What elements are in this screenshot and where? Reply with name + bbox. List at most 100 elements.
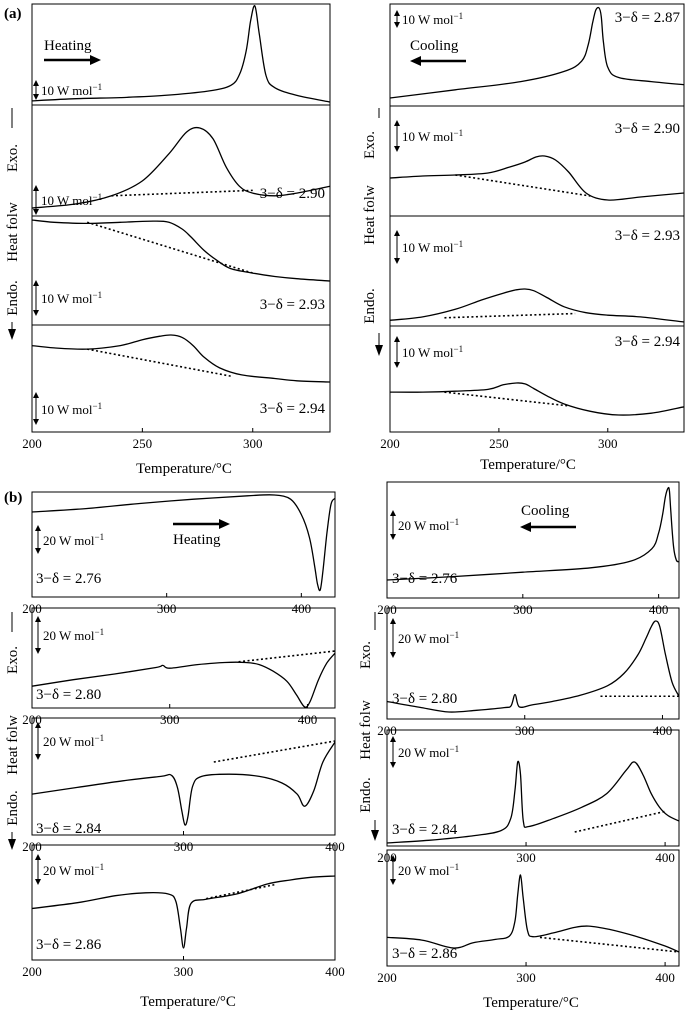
dsc-trace <box>386 486 680 581</box>
b-cooling-subplot-1: 20 W mol−1 3−δ = 2.76 <box>386 481 680 599</box>
exo-endo-axis-arrow-b-left <box>8 612 16 850</box>
scale-bar-arrowhead-up <box>33 185 39 191</box>
scale-bar-arrowhead-down <box>33 419 39 425</box>
x-tick-label: 300 <box>515 723 535 738</box>
cooling-label-b: Cooling <box>521 503 570 519</box>
scale-bar-arrowhead-down <box>390 534 396 540</box>
composition-label: 3−δ = 2.86 <box>392 946 458 962</box>
scale-bar-arrowhead-down <box>33 209 39 215</box>
plot-frame <box>31 491 336 598</box>
dotted-baseline <box>213 740 336 763</box>
scale-bar-label: 20 W mol−1 <box>43 532 104 548</box>
x-tick-label: 300 <box>516 970 536 985</box>
dsc-trace <box>386 760 680 844</box>
dsc-trace <box>386 620 680 713</box>
scale-bar-arrowhead-up <box>390 618 396 624</box>
a-heating-subplot-4: 10 W mol−1 3−δ = 2.94 <box>31 324 331 433</box>
composition-label: 3−δ = 2.94 <box>615 334 681 350</box>
scale-bar-arrowhead-down <box>35 754 41 760</box>
scale-bar-label: 10 W mol−1 <box>41 82 102 98</box>
scale-bar-arrowhead-down <box>35 648 41 654</box>
b-heating-subplot-4: 20 W mol−1 3−δ = 2.86 <box>31 844 336 961</box>
scale-bar-arrowhead-down <box>394 362 400 368</box>
x-tick-label: 300 <box>174 839 194 854</box>
b-cooling-subplot-4: 20 W mol−1 3−δ = 2.86 <box>386 849 680 967</box>
composition-label: 3−δ = 2.87 <box>615 10 681 26</box>
a-cooling-subplot-4: 10 W mol−1 3−δ = 2.94 <box>389 325 685 433</box>
x-tick-label: 200 <box>380 436 400 451</box>
scale-bar-arrowhead-up <box>394 120 400 126</box>
b-cooling-subplot-2: 20 W mol−1 3−δ = 2.80 <box>386 607 680 720</box>
scale-bar-label: 20 W mol−1 <box>398 517 459 533</box>
scale-bar-arrowhead-up <box>33 280 39 286</box>
scale-bar-arrowhead-up <box>390 510 396 516</box>
composition-label: 3−δ = 2.86 <box>36 937 102 953</box>
panel-label-a: (a) <box>4 6 22 22</box>
x-tick-label: 400 <box>653 723 673 738</box>
scale-bar-label: 10 W mol−1 <box>41 192 102 208</box>
scale-bar-arrowhead-down <box>394 258 400 264</box>
composition-label: 3−δ = 2.90 <box>615 121 680 137</box>
x-tick-label: 300 <box>513 602 533 617</box>
heat-flow-label-b-left: Heat folw <box>5 715 21 775</box>
plot-frame <box>386 481 680 599</box>
scale-bar-arrowhead-down <box>394 22 400 28</box>
exo-label-a-left: Exo. <box>5 144 21 172</box>
scale-bar-label: 10 W mol−1 <box>41 401 102 417</box>
dsc-trace <box>31 5 331 103</box>
scale-bar-label: 10 W mol−1 <box>41 290 102 306</box>
xlabel-a-cooling: Temperature/°C <box>480 457 576 473</box>
scale-bar-arrowhead-up <box>35 854 41 860</box>
dotted-baseline <box>444 391 569 407</box>
plot-frame <box>386 729 680 847</box>
composition-label: 3−δ = 2.76 <box>392 571 458 587</box>
heat-flow-label-a-right: Heat folw <box>362 185 378 245</box>
x-tick-label: 400 <box>655 970 675 985</box>
scale-bar-arrowhead-up <box>394 10 400 16</box>
plot-frame <box>386 849 680 967</box>
dotted-baseline <box>455 174 591 197</box>
scale-bar-arrowhead-down <box>35 548 41 554</box>
scale-bar-label: 10 W mol−1 <box>402 239 463 255</box>
xlabel-b-heating: Temperature/°C <box>140 994 236 1010</box>
a-cooling-subplot-3: 10 W mol−1 3−δ = 2.93 <box>389 215 685 327</box>
dsc-trace <box>31 126 331 209</box>
a-heating-subplot-1: 10 W mol−1 <box>31 3 331 106</box>
heating-label-b: Heating <box>173 532 221 548</box>
endo-label-b-left: Endo. <box>5 790 21 825</box>
scale-bar-arrowhead-down <box>390 879 396 885</box>
scale-bar-arrowhead-down <box>33 94 39 100</box>
b-heating-chart: 20 W mol−1 3−δ = 2.76 20 W mol−1 3−δ = 2.80… <box>22 491 345 979</box>
cooling-label-a: Cooling <box>410 38 459 54</box>
dsc-trace <box>31 652 336 708</box>
dotted-baseline <box>86 221 253 274</box>
dotted-baseline <box>238 650 336 663</box>
plot-frame <box>31 607 336 709</box>
exo-label-b-right: Exo. <box>358 641 374 669</box>
x-tick-label: 200 <box>22 436 42 451</box>
dsc-trace <box>389 288 685 323</box>
plot-frame <box>386 607 680 720</box>
b-heating-subplot-1: 20 W mol−1 3−δ = 2.76 <box>31 491 336 598</box>
exo-endo-axis-arrow-a-right <box>375 108 383 356</box>
composition-label: 3−δ = 2.80 <box>392 691 457 707</box>
a-heating-subplot-2: 10 W mol−1 3−δ = 2.90 <box>31 104 331 217</box>
x-tick-label: 400 <box>649 602 669 617</box>
composition-label: 3−δ = 2.93 <box>260 297 325 313</box>
a-cooling-subplot-2: 10 W mol−1 3−δ = 2.90 <box>389 105 685 217</box>
scale-bar-arrowhead-up <box>35 722 41 728</box>
dsc-trace <box>31 875 336 949</box>
scale-bar-label: 20 W mol−1 <box>43 733 104 749</box>
scale-bar-arrowhead-down <box>390 652 396 658</box>
scale-bar-arrowhead-down <box>394 146 400 152</box>
cooling-arrow-b <box>520 522 576 532</box>
x-tick-label: 300 <box>598 436 618 451</box>
cooling-arrow-a <box>410 56 466 66</box>
heating-arrow-a <box>44 55 101 65</box>
composition-label: 3−δ = 2.94 <box>260 401 326 417</box>
b-cooling-chart: 20 W mol−1 3−δ = 2.76 20 W mol−1 3−δ = 2.80… <box>377 481 680 985</box>
scale-bar-label: 20 W mol−1 <box>398 862 459 878</box>
x-tick-label: 200 <box>22 964 42 979</box>
scale-bar-label: 20 W mol−1 <box>398 744 459 760</box>
